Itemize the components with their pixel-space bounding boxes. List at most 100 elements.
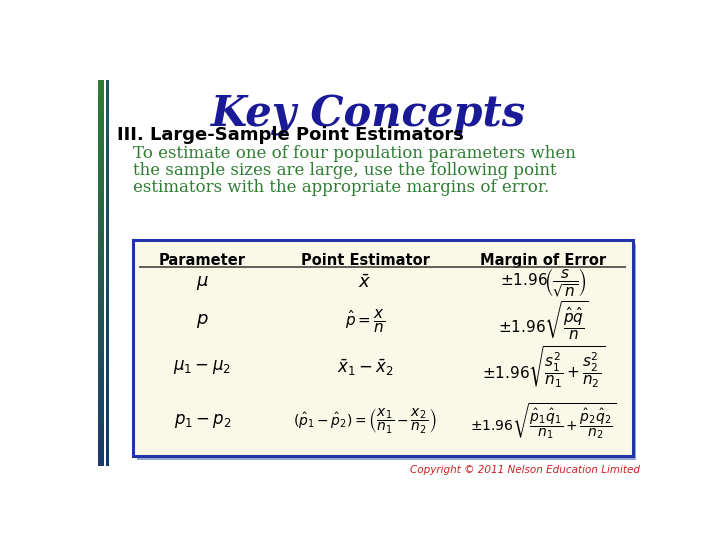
Bar [106,173,109,175]
Bar [98,456,104,458]
Bar [98,327,104,329]
Bar [106,146,109,148]
Bar [106,156,109,158]
Bar [106,344,109,346]
Bar [106,327,109,329]
Bar [106,333,109,335]
Bar [98,200,104,202]
Bar [98,303,104,306]
Bar [98,182,104,185]
Bar [106,242,109,244]
Text: $\hat{p} = \dfrac{x}{n}$: $\hat{p} = \dfrac{x}{n}$ [345,308,385,335]
Bar [98,226,104,229]
Bar [106,288,109,291]
Bar [106,346,109,348]
Bar [98,140,104,142]
Bar [106,219,109,221]
Bar [98,132,104,134]
Text: $\mu$: $\mu$ [196,274,209,292]
Bar [98,98,104,100]
Bar [106,225,109,227]
Bar [98,123,104,125]
Bar [98,280,104,283]
Bar [106,255,109,258]
Bar [98,192,104,194]
Text: Parameter: Parameter [159,253,246,268]
Bar [98,359,104,362]
Bar [106,263,109,265]
Bar [106,144,109,146]
Bar [98,386,104,389]
Bar [98,288,104,291]
Bar [98,307,104,309]
Bar [106,153,109,156]
Bar [106,159,109,161]
Bar [106,195,109,198]
Bar [106,265,109,267]
Bar [98,375,104,377]
Bar [98,120,104,123]
Bar [98,446,104,448]
Bar [98,111,104,113]
Bar [106,392,109,394]
Bar [106,88,109,90]
Bar [98,434,104,437]
Text: Margin of Error: Margin of Error [480,253,606,268]
Bar [98,138,104,140]
Bar [98,348,104,350]
Bar [98,180,104,183]
Bar [98,84,104,86]
Bar [98,177,104,179]
Bar [98,86,104,88]
Bar [106,433,109,435]
Bar [106,271,109,273]
Bar [106,209,109,212]
Bar [98,159,104,161]
Bar [106,167,109,169]
Bar [106,303,109,306]
Bar [98,207,104,210]
Bar [98,292,104,294]
Bar [106,232,109,234]
Bar [98,236,104,239]
Bar [106,434,109,437]
Bar [98,390,104,393]
Bar [106,236,109,239]
Bar [98,396,104,398]
Bar [106,111,109,113]
Bar [106,190,109,192]
Bar [98,398,104,400]
Bar [106,117,109,119]
Bar [98,198,104,200]
Bar [98,433,104,435]
Bar [106,359,109,362]
Bar [106,361,109,363]
Bar [98,400,104,402]
Bar [98,129,104,131]
Bar [98,178,104,181]
Bar [106,284,109,287]
Bar [106,419,109,421]
Text: estimators with the appropriate margins of error.: estimators with the appropriate margins … [132,179,549,196]
Bar [106,171,109,173]
Bar [106,120,109,123]
Bar [106,103,109,106]
Bar [98,240,104,242]
Bar [106,396,109,398]
Bar [106,82,109,84]
Bar [98,257,104,260]
Bar [106,444,109,447]
Bar [98,119,104,121]
Bar [106,150,109,152]
Bar [106,228,109,231]
Bar [98,342,104,345]
Text: III. Large-Sample Point Estimators: III. Large-Sample Point Estimators [117,126,464,144]
Bar [98,317,104,319]
Bar [98,436,104,438]
Bar [106,282,109,285]
Bar [98,173,104,175]
Bar [98,411,104,414]
Bar [106,231,109,233]
Bar [98,284,104,287]
Bar [98,269,104,271]
